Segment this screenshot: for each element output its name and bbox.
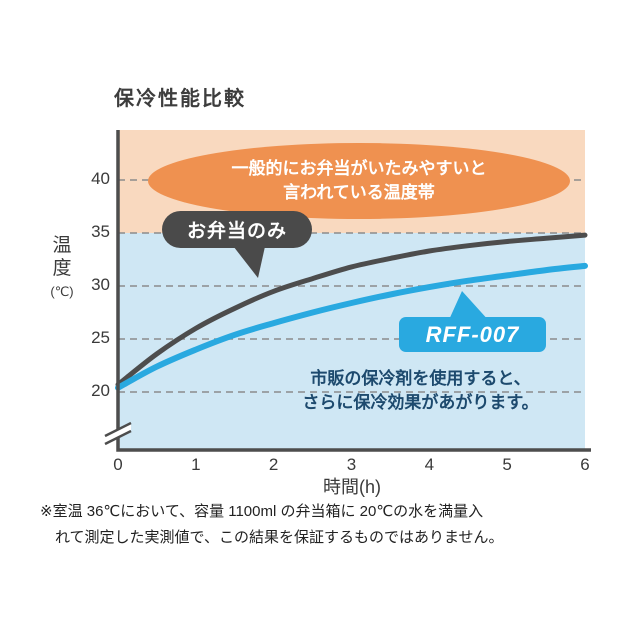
bento-only-callout: お弁当のみ (162, 211, 312, 248)
cooling-tip-line2: さらに保冷効果があがります。 (302, 393, 539, 412)
x-tick-label: 3 (346, 455, 357, 474)
y-tick-label: 35 (91, 222, 110, 241)
axis-break-line (104, 429, 132, 446)
x-axis-label: 時間(h) (323, 477, 381, 497)
cooling-tip-note: 市販の保冷剤を使用すると、 さらに保冷効果があがります。 (268, 367, 573, 415)
axis-break-line (104, 421, 132, 438)
x-tick-label: 4 (424, 455, 435, 474)
danger-zone-text-line2: 言われている温度帯 (283, 183, 435, 202)
y-tick-label: 40 (91, 169, 110, 188)
y-tick-label: 20 (91, 381, 110, 400)
rff-badge-pointer (448, 291, 490, 322)
y-tick-label: 25 (91, 328, 110, 347)
axes (116, 130, 591, 452)
bento-only-line (115, 232, 588, 388)
y-axis-unit: (℃) (50, 284, 74, 299)
danger-zone-text-line1: 一般的にお弁当がいたみやすいと (231, 159, 487, 179)
danger-zone-callout: 一般的にお弁当がいたみやすいと 言われている温度帯 (148, 143, 570, 219)
x-tick-label: 0 (113, 455, 123, 474)
footnote-line1: ※室温 36℃において、容量 1100ml の弁当箱に 20℃の水を満量入 (40, 503, 484, 520)
chart-title: 保冷性能比較 (114, 88, 246, 110)
x-tick-label: 5 (502, 455, 512, 474)
rff007-line (115, 262, 588, 391)
cooling-tip-line1: 市販の保冷剤を使用すると、 (310, 369, 531, 388)
product-badge: RFF-007 (399, 317, 546, 352)
bento-callout-pointer (230, 242, 266, 278)
x-tick-label: 6 (580, 455, 590, 474)
y-tick-label: 30 (91, 275, 110, 294)
axis-break-gap (105, 424, 131, 443)
footnote-line2: れて測定した実測値で、この結果を保証するものではありません。 (55, 529, 504, 546)
x-tick-label: 2 (268, 455, 279, 474)
x-tick-label: 1 (191, 455, 201, 474)
y-axis-label: 温度 (℃) (46, 234, 78, 300)
y-axis-label-text: 温度 (52, 235, 72, 279)
footnote: ※室温 36℃において、容量 1100ml の弁当箱に 20℃の水を満量入 れて… (40, 499, 608, 551)
